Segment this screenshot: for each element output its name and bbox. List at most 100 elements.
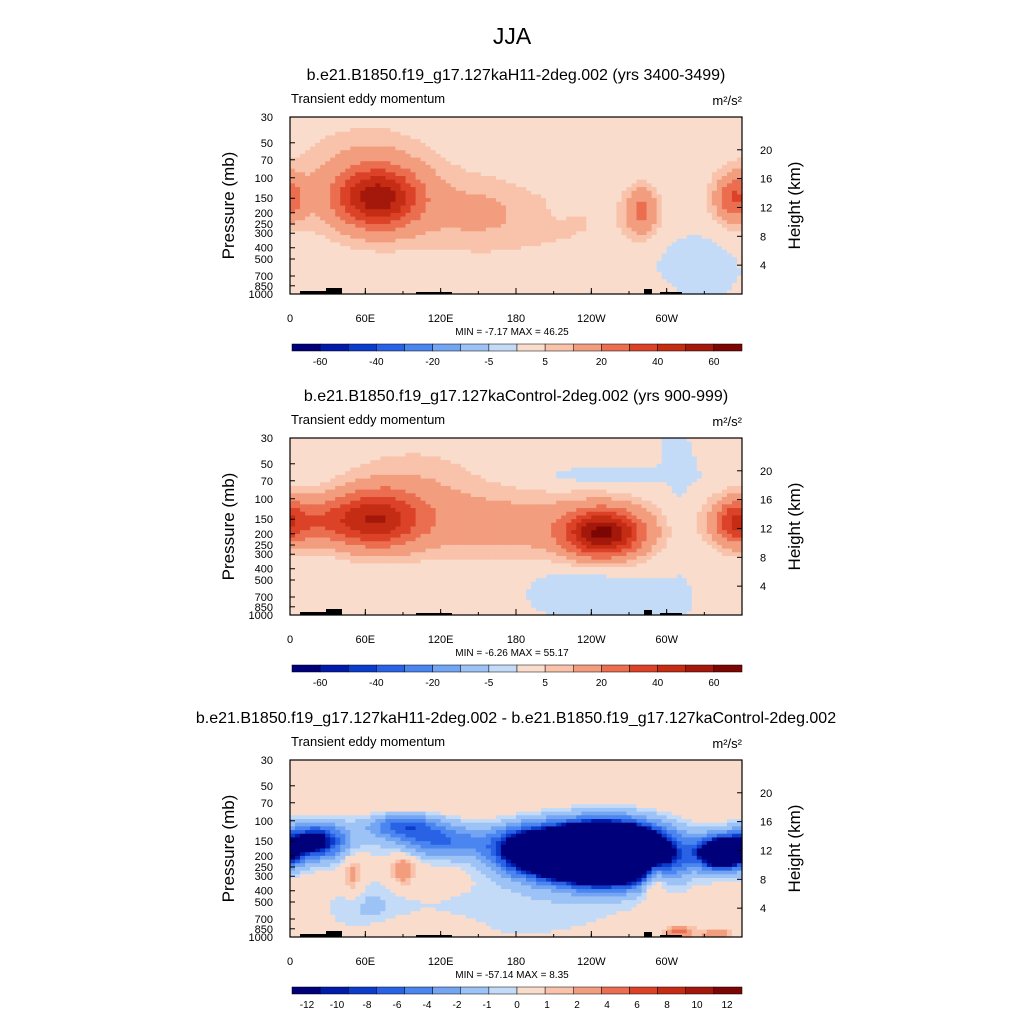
heatmap-cell — [711, 146, 718, 151]
heatmap-cell — [676, 227, 683, 232]
heatmap-cell — [320, 172, 326, 177]
heatmap-cell — [636, 216, 643, 221]
heatmap-cell — [551, 227, 557, 232]
heatmap-cell — [450, 231, 457, 236]
heatmap-cell — [561, 456, 567, 461]
heatmap-cell — [676, 268, 683, 273]
heatmap-cell — [631, 452, 638, 458]
panel-title: b.e21.B1850.f19_g17.127kaControl-2deg.00… — [304, 388, 728, 405]
heatmap-cell — [500, 194, 507, 199]
heatmap-cell — [355, 187, 361, 192]
heatmap-cell — [305, 139, 311, 144]
heatmap-cell — [721, 172, 728, 177]
heatmap-cell — [696, 146, 703, 151]
heatmap-cell — [340, 452, 346, 458]
heatmap-cell — [410, 456, 417, 461]
heatmap-cell — [691, 223, 698, 229]
heatmap-cell — [671, 445, 678, 450]
heatmap-cell — [450, 220, 457, 225]
heatmap-cell — [465, 201, 472, 207]
heatmap-cell — [651, 179, 658, 184]
heatmap-cell — [711, 201, 718, 207]
heatmap-cell — [295, 264, 301, 269]
heatmap-cell — [335, 153, 341, 159]
heatmap-cell — [500, 187, 507, 192]
heatmap-cell — [711, 264, 718, 269]
heatmap-cell — [686, 253, 693, 258]
heatmap-cell — [716, 279, 723, 284]
heatmap-cell — [340, 282, 346, 288]
heatmap-cell — [480, 142, 487, 148]
heatmap-cell — [420, 120, 427, 125]
heatmap-cell — [405, 209, 412, 214]
heatmap-cell — [385, 271, 392, 277]
heatmap-cell — [526, 205, 532, 210]
heatmap-cell — [315, 179, 321, 184]
heatmap-cell — [631, 249, 638, 255]
heatmap-cell — [646, 249, 653, 255]
heatmap-cell — [495, 153, 502, 159]
heatmap-cell — [425, 246, 432, 251]
heatmap-cell — [636, 209, 643, 214]
heatmap-cell — [335, 246, 341, 251]
heatmap-cell — [561, 131, 567, 137]
heatmap-cell — [541, 150, 547, 155]
heatmap-cell — [606, 282, 613, 288]
heatmap-cell — [711, 456, 718, 461]
heatmap-cell — [325, 249, 331, 255]
heatmap-cell — [736, 242, 743, 247]
heatmap-cell — [335, 452, 341, 458]
heatmap-cell — [465, 238, 472, 243]
heatmap-cell — [510, 216, 517, 221]
heatmap-cell — [596, 183, 602, 188]
heatmap-cell — [656, 139, 663, 144]
heatmap-cell — [380, 286, 387, 291]
heatmap-cell — [310, 275, 316, 280]
heatmap-cell — [706, 260, 713, 266]
heatmap-cell — [561, 201, 567, 207]
heatmap-cell — [686, 131, 693, 137]
heatmap-cell — [360, 253, 366, 258]
heatmap-cell — [405, 183, 412, 188]
heatmap-cell — [455, 120, 462, 125]
heatmap-cell — [440, 286, 447, 291]
heatmap-cell — [485, 172, 492, 177]
heatmap-cell — [345, 146, 351, 151]
heatmap-cell — [315, 168, 321, 173]
heatmap-cell — [375, 131, 381, 137]
heatmap-cell — [651, 212, 658, 218]
heatmap-cell — [551, 190, 557, 196]
heatmap-cell — [365, 271, 371, 277]
heatmap-cell — [681, 139, 688, 144]
heatmap-cell — [561, 212, 567, 218]
heatmap-cell — [661, 150, 668, 155]
heatmap-cell — [325, 216, 331, 221]
heatmap-cell — [601, 135, 607, 140]
heatmap-cell — [546, 157, 552, 162]
heatmap-cell — [440, 179, 447, 184]
heatmap-cell — [440, 172, 447, 177]
heatmap-cell — [526, 179, 532, 184]
heatmap-cell — [531, 194, 537, 199]
heatmap-cell — [435, 249, 442, 255]
heatmap-cell — [500, 456, 507, 461]
heatmap-cell — [691, 201, 698, 207]
heatmap-cell — [696, 161, 703, 166]
heatmap-cell — [325, 242, 331, 247]
heatmap-cell — [355, 441, 361, 446]
heatmap-cell — [500, 282, 507, 288]
heatmap-cell — [290, 445, 296, 450]
heatmap-cell — [626, 223, 633, 229]
heatmap-cell — [546, 194, 552, 199]
heatmap-cell — [521, 150, 527, 155]
y-tick-label: 50 — [261, 138, 273, 150]
heatmap-cell — [320, 227, 326, 232]
heatmap-cell — [726, 157, 733, 162]
heatmap-cell — [526, 260, 532, 266]
heatmap-cell — [320, 268, 326, 273]
heatmap-cell — [616, 260, 623, 266]
heatmap-cell — [541, 279, 547, 284]
heatmap-cell — [480, 242, 487, 247]
heatmap-cell — [490, 201, 497, 207]
heatmap-cell — [591, 120, 597, 125]
